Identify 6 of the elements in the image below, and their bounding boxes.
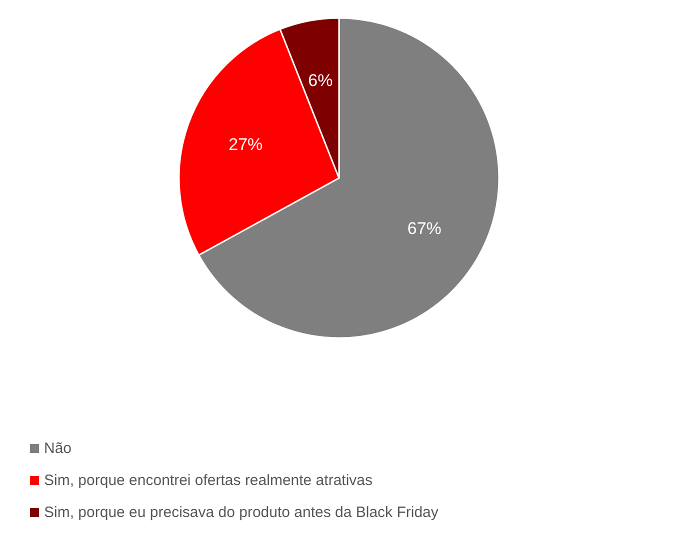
legend-label: Não	[44, 440, 72, 457]
data-label: 67%	[407, 218, 442, 238]
data-label: 6%	[308, 71, 333, 90]
data-label: 27%	[228, 134, 263, 154]
legend-label: Sim, porque eu precisava do produto antes da Black Friday	[44, 504, 438, 521]
legend-label: Sim, porque encontrei ofertas realmente atrativas	[44, 472, 372, 489]
